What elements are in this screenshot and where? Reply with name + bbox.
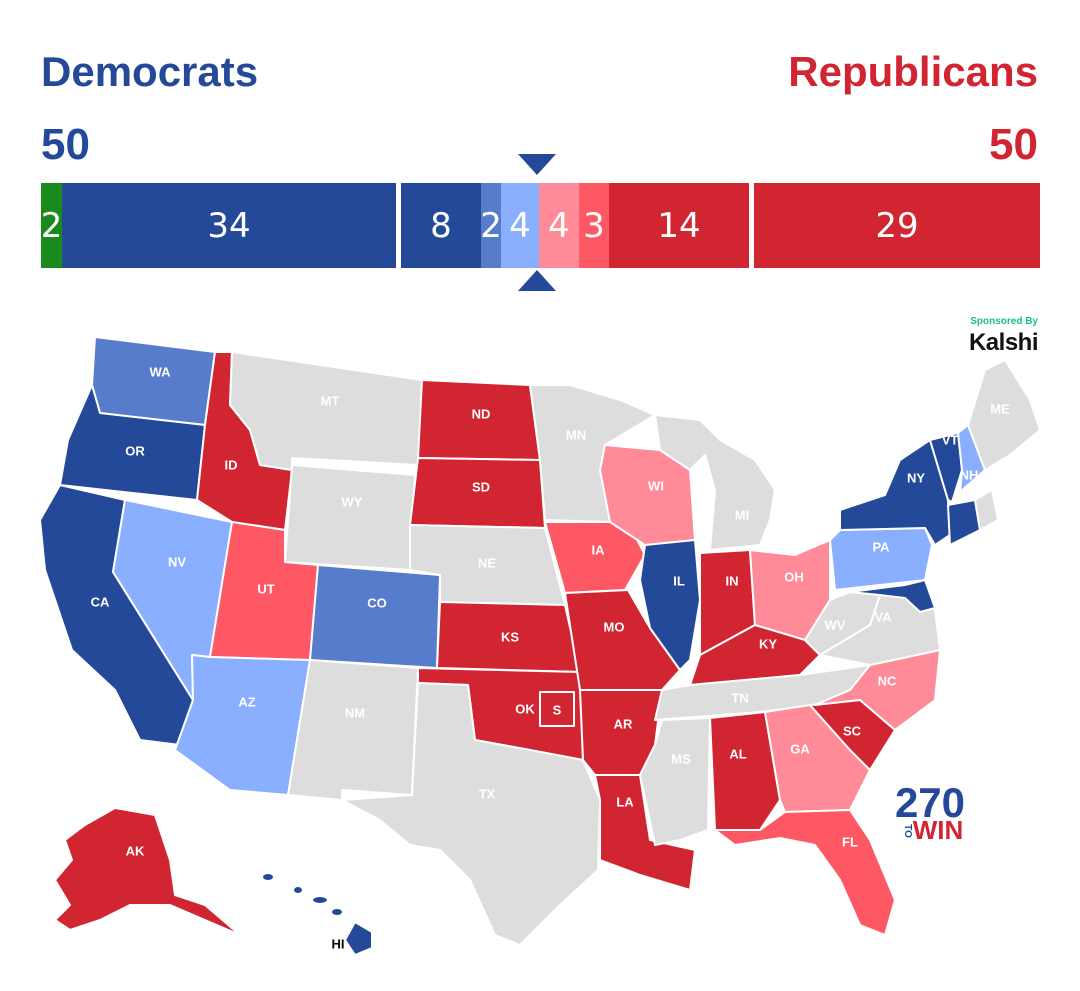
state-CO[interactable] bbox=[309, 564, 441, 669]
state-label-UT: UT bbox=[257, 581, 274, 596]
state-label-ID: ID bbox=[225, 457, 238, 472]
state-AL[interactable] bbox=[709, 711, 781, 831]
bar-divider-left bbox=[396, 183, 401, 268]
state-label-KY: KY bbox=[759, 636, 777, 651]
state-MS[interactable] bbox=[639, 717, 711, 846]
state-label-NY: NY bbox=[907, 470, 925, 485]
state-label-IN: IN bbox=[726, 573, 739, 588]
seat-balance-bar: 2 34 8 2 4 4 3 14 29 bbox=[41, 183, 1040, 268]
state-VT[interactable] bbox=[929, 432, 963, 503]
bar-segment-likely-dem[interactable]: 2 bbox=[481, 183, 501, 268]
logo-to: TO bbox=[902, 824, 913, 838]
state-label-CA: CA bbox=[91, 594, 110, 609]
state-label-NC: NC bbox=[878, 673, 897, 688]
state-label-VA: VA bbox=[874, 609, 892, 624]
state-label-MO: MO bbox=[604, 619, 625, 634]
state-label-FL: FL bbox=[842, 834, 858, 849]
logo-number: 270 bbox=[895, 779, 965, 826]
state-ME[interactable] bbox=[967, 359, 1041, 471]
state-HI[interactable] bbox=[261, 872, 373, 956]
state-label-IL: IL bbox=[673, 573, 685, 588]
state-PA[interactable] bbox=[829, 527, 933, 591]
state-S[interactable] bbox=[539, 691, 575, 727]
bar-segment-lean-rep[interactable]: 4 bbox=[539, 183, 579, 268]
kalshi-logo[interactable]: Kalshi bbox=[968, 329, 1039, 356]
state-labels: WA OR CA NV ID MT WY UT AZ CO NM ND SD NE KS OK S TX MN IA M… bbox=[91, 364, 1010, 951]
state-RI[interactable] bbox=[974, 489, 999, 531]
state-label-NM: NM bbox=[345, 705, 365, 720]
state-label-LA: LA bbox=[616, 794, 634, 809]
state-NY[interactable] bbox=[839, 439, 951, 546]
state-label-OR: OR bbox=[125, 443, 145, 458]
state-label-AK: AK bbox=[126, 843, 145, 858]
bar-segment-dem-not-up[interactable]: 34 bbox=[62, 183, 396, 268]
majority-marker-top-icon bbox=[518, 154, 556, 175]
state-AK[interactable] bbox=[54, 807, 241, 936]
state-AZ[interactable] bbox=[174, 654, 311, 796]
state-MT[interactable] bbox=[229, 351, 423, 471]
state-label-NV: NV bbox=[168, 554, 186, 569]
state-label-KS: KS bbox=[501, 629, 519, 644]
bar-segment-lean-dem[interactable]: 4 bbox=[501, 183, 539, 268]
state-LA[interactable] bbox=[594, 774, 696, 891]
state-label-MN: MN bbox=[566, 427, 586, 442]
democrats-total: 50 bbox=[41, 120, 90, 169]
state-label-WV: WV bbox=[825, 617, 846, 632]
bar-divider-right bbox=[749, 183, 754, 268]
bar-segment-safe-rep[interactable]: 14 bbox=[609, 183, 749, 268]
state-label-NH: NH bbox=[960, 467, 979, 482]
state-label-ND: ND bbox=[472, 406, 491, 421]
state-label-MI: MI bbox=[735, 507, 749, 522]
majority-marker-bottom-icon bbox=[518, 270, 556, 291]
state-label-AZ: AZ bbox=[238, 694, 255, 709]
state-label-OK: OK bbox=[515, 701, 535, 716]
state-label-CO: CO bbox=[367, 595, 387, 610]
bar-segment-rep-not-up[interactable]: 29 bbox=[754, 183, 1040, 268]
state-label-HI: HI bbox=[332, 936, 345, 951]
state-label-SD: SD bbox=[472, 479, 490, 494]
state-label-SC: SC bbox=[843, 723, 862, 738]
state-label-GA: GA bbox=[790, 741, 810, 756]
us-senate-map: WA OR CA NV ID MT WY UT AZ CO NM ND SD NE KS OK S TX MN IA M… bbox=[39, 336, 1041, 956]
state-label-VT: VT bbox=[942, 432, 959, 447]
state-label-AL: AL bbox=[729, 746, 746, 761]
bar-segment-likely-rep[interactable]: 3 bbox=[579, 183, 609, 268]
state-NM[interactable] bbox=[287, 659, 419, 801]
state-label-ME: ME bbox=[990, 401, 1010, 416]
state-label-AR: AR bbox=[614, 716, 633, 731]
state-WY[interactable] bbox=[284, 464, 416, 571]
state-FL[interactable] bbox=[714, 809, 896, 936]
state-label-TN: TN bbox=[731, 690, 748, 705]
state-label-PA: PA bbox=[872, 539, 890, 554]
bar-segment-safe-dem[interactable]: 8 bbox=[401, 183, 481, 268]
state-label-WY: WY bbox=[342, 494, 363, 509]
state-label-TX: TX bbox=[479, 786, 496, 801]
state-label-MT: MT bbox=[321, 393, 340, 408]
state-label-IA: IA bbox=[592, 542, 606, 557]
state-IL[interactable] bbox=[639, 539, 701, 671]
republicans-total: 50 bbox=[989, 120, 1038, 169]
state-label-WA: WA bbox=[150, 364, 172, 379]
state-label-MS: MS bbox=[671, 751, 691, 766]
state-MI[interactable] bbox=[654, 414, 776, 551]
270towin-logo: 270 TO WIN bbox=[895, 779, 965, 845]
state-label-S: S bbox=[553, 702, 562, 717]
bar-segment-independent[interactable]: 2 bbox=[41, 183, 62, 268]
state-label-NE: NE bbox=[478, 555, 496, 570]
state-TX[interactable] bbox=[341, 682, 601, 946]
state-label-WI: WI bbox=[648, 478, 664, 493]
state-NC[interactable] bbox=[814, 649, 941, 731]
state-MD[interactable] bbox=[849, 579, 936, 613]
republicans-title: Republicans bbox=[788, 48, 1038, 95]
state-label-OH: OH bbox=[784, 569, 804, 584]
logo-win: WIN bbox=[913, 815, 964, 845]
sponsor-block[interactable]: Sponsored By Kalshi bbox=[968, 316, 1039, 357]
state-NH[interactable] bbox=[957, 424, 986, 493]
state-WA[interactable] bbox=[91, 336, 216, 426]
democrats-title: Democrats bbox=[41, 48, 259, 95]
sponsor-label: Sponsored By bbox=[970, 316, 1038, 327]
